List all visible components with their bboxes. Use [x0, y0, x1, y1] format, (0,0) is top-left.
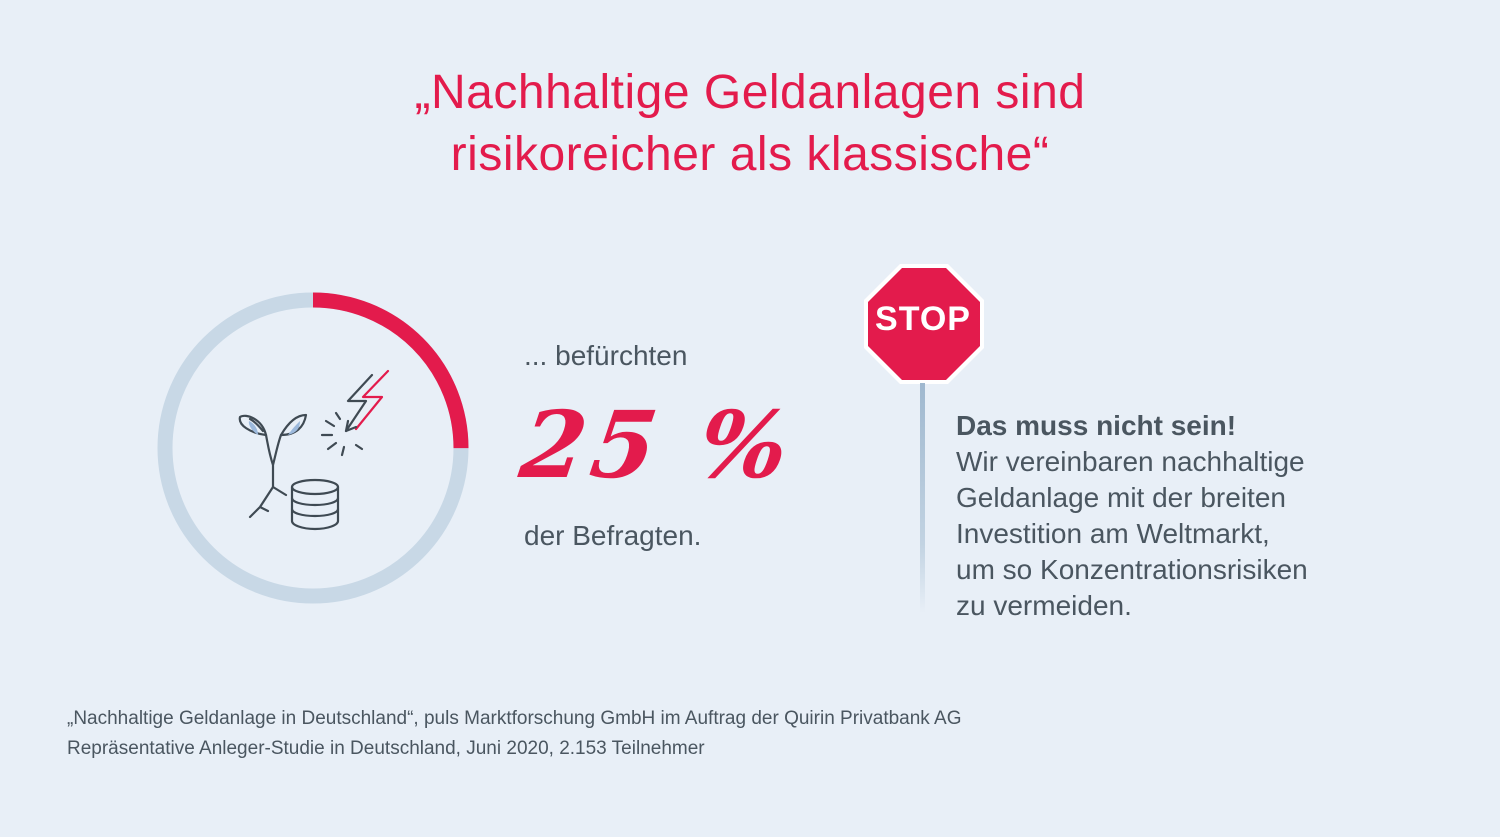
headline-line-2: risikoreicher als klassische“ — [450, 128, 1050, 181]
plant-coins-lightning-icon — [238, 369, 390, 531]
source-line-2: Repräsentative Anleger-Studie in Deutsch… — [67, 738, 705, 759]
stat-tail-text: der Befragten. — [524, 520, 702, 551]
note-line: Geldanlage mit der breiten — [956, 482, 1286, 513]
headline: „Nachhaltige Geldanlagen sind risikoreic… — [0, 62, 1500, 186]
headline-line-1: „Nachhaltige Geldanlagen sind — [414, 66, 1086, 119]
stat-lead-text: ... befürchten — [524, 340, 688, 371]
info-note: Das muss nicht sein! Wir vereinbaren nac… — [956, 408, 1476, 624]
note-line: Investition am Weltmarkt, — [956, 518, 1270, 549]
note-line: um so Konzentrationsrisiken — [956, 554, 1308, 585]
ring-progress — [157, 292, 469, 604]
note-line: Wir vereinbaren nachhaltige — [956, 446, 1305, 477]
stop-sign-icon — [864, 264, 984, 384]
percentage-ring — [157, 292, 469, 604]
stop-sign-pole — [920, 383, 925, 613]
stat-percentage: 25 % — [514, 391, 802, 499]
source-citation: „Nachhaltige Geldanlage in Deutschland“,… — [67, 704, 961, 764]
note-line: zu vermeiden. — [956, 590, 1132, 621]
stop-sign-label: STOP — [875, 300, 971, 338]
source-line-1: „Nachhaltige Geldanlage in Deutschland“,… — [67, 708, 962, 729]
note-heading: Das muss nicht sein! — [956, 410, 1237, 441]
